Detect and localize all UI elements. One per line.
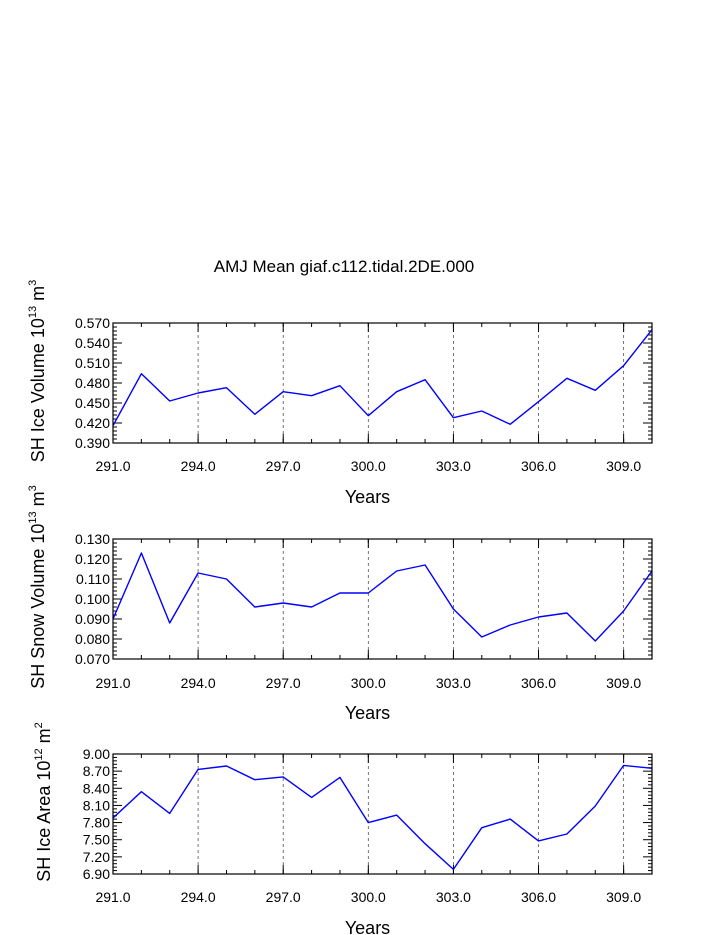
plot-frame: [112, 753, 653, 875]
chart-title: AMJ Mean giaf.c112.tidal.2DE.000: [214, 257, 475, 276]
x-tick-label: 297.0: [266, 458, 301, 474]
y-tick-label: 0.540: [75, 335, 110, 351]
y-tick-label: 7.20: [83, 849, 110, 865]
x-tick-label: 291.0: [95, 675, 130, 691]
x-tick-label: 303.0: [436, 889, 471, 905]
y-tick-label: 0.390: [75, 435, 110, 451]
y-axis-title-exp: 13: [27, 511, 39, 523]
y-axis-title-prefix: SH Ice Area 10: [34, 761, 54, 882]
x-tick-label: 294.0: [181, 889, 216, 905]
y-axis-title-prefix: SH Snow Volume 10: [28, 524, 48, 689]
y-axis-title-unit: m: [28, 286, 48, 306]
x-tick-label: 291.0: [95, 458, 130, 474]
x-tick-label: 300.0: [351, 458, 386, 474]
plot-frame: [112, 322, 653, 444]
x-axis-title: Years: [345, 918, 390, 935]
x-tick-label: 303.0: [436, 458, 471, 474]
y-tick-label: 0.110: [76, 571, 110, 587]
x-tick-label: 300.0: [351, 675, 386, 691]
y-axis-title: SH Snow Volume 1013 m3: [27, 485, 48, 688]
y-tick-label: 0.090: [75, 611, 110, 627]
x-tick-label: 297.0: [266, 675, 301, 691]
x-tick-label: 297.0: [266, 889, 301, 905]
y-tick-label: 0.080: [75, 631, 110, 647]
x-tick-label: 309.0: [606, 889, 641, 905]
y-tick-label: 0.450: [75, 395, 110, 411]
series-line: [112, 552, 653, 642]
plot-frame: [112, 538, 653, 660]
series-line: [112, 329, 653, 427]
y-tick-label: 0.120: [75, 551, 110, 567]
plot-panel-2: 291.0 294.0 297.0 300.0 303.0 306.0 309.0 0.070…: [27, 485, 653, 723]
y-tick-label: 6.90: [83, 866, 110, 882]
y-tick-label: 7.80: [83, 815, 110, 831]
x-tick-label: 294.0: [181, 675, 216, 691]
x-axis-title: Years: [345, 703, 390, 723]
y-tick-label: 7.50: [83, 832, 110, 848]
x-tick-label: 291.0: [95, 889, 130, 905]
y-tick-label: 8.70: [83, 763, 110, 779]
y-axis-title-unit_exp: 2: [33, 722, 45, 728]
y-axis-title-exp: 12: [33, 748, 45, 760]
y-axis-title-unit_exp: 3: [27, 280, 39, 286]
x-tick-label: 303.0: [436, 675, 471, 691]
plot-panel-1: 291.0 294.0 297.0 300.0 303.0 306.0 309.0 0.390…: [27, 280, 653, 507]
y-tick-label: 0.070: [75, 651, 110, 667]
y-tick-label: 0.480: [75, 375, 110, 391]
x-tick-label: 309.0: [606, 675, 641, 691]
plot-panel-3: 291.0 294.0 297.0 300.0 303.0 306.0 309.06.907…: [33, 722, 653, 935]
y-tick-label: 0.420: [75, 415, 110, 431]
y-tick-label: 0.570: [75, 315, 110, 331]
y-axis-title: SH Ice Area 1012 m2: [33, 722, 54, 881]
y-tick-label: 8.10: [83, 797, 110, 813]
series-line: [112, 764, 653, 871]
x-tick-label: 300.0: [351, 889, 386, 905]
y-axis-title-prefix: SH Ice Volume 10: [28, 318, 48, 462]
x-tick-label: 306.0: [521, 458, 556, 474]
y-tick-label: 8.40: [83, 780, 110, 796]
y-axis-title-unit: m: [34, 728, 54, 748]
x-tick-label: 294.0: [181, 458, 216, 474]
y-axis-title-unit_exp: 3: [27, 485, 39, 491]
y-axis-title: SH Ice Volume 1013 m3: [27, 280, 48, 462]
y-axis-title-exp: 13: [27, 306, 39, 318]
y-axis-title-unit: m: [28, 491, 48, 511]
y-tick-label: 9.00: [83, 746, 110, 762]
y-tick-label: 0.510: [75, 355, 110, 371]
x-tick-label: 309.0: [606, 458, 641, 474]
x-tick-label: 306.0: [521, 889, 556, 905]
y-tick-label: 0.130: [75, 531, 110, 547]
y-tick-label: 0.100: [75, 591, 110, 607]
x-axis-title: Years: [345, 487, 390, 507]
x-tick-label: 306.0: [521, 675, 556, 691]
